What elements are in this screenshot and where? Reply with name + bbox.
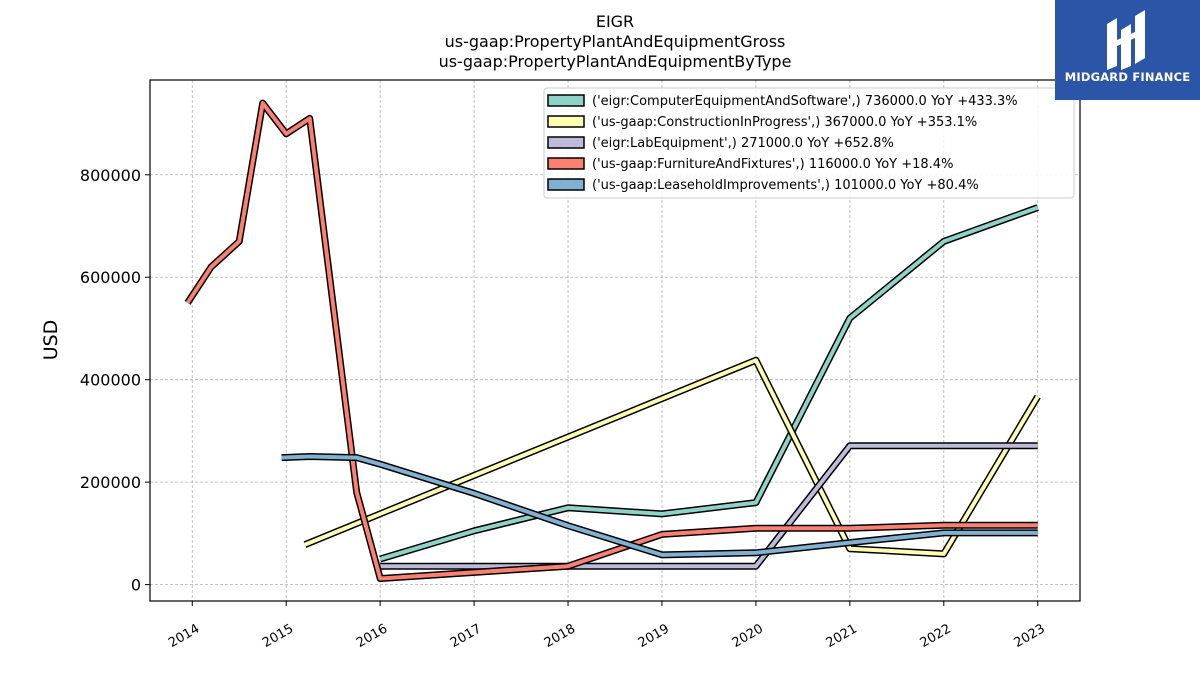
logo-text: MIDGARD FINANCE <box>1064 70 1191 84</box>
plot-frame <box>149 79 1081 602</box>
x-tick-label: 2017 <box>448 621 484 651</box>
legend-label: ('eigr:ComputerEquipmentAndSoftware',) 7… <box>592 94 1018 109</box>
chart-title-line: us-gaap:PropertyPlantAndEquipmentByType <box>439 52 792 71</box>
series-stroke <box>185 101 1038 581</box>
series-stroke <box>304 358 1040 556</box>
series-line-0 <box>379 204 1039 563</box>
x-tick-label: 2016 <box>354 621 390 651</box>
series-line-1 <box>303 356 1041 558</box>
x-axis: 2014 2015 2016 2017 2018 2019 2020 2021 2022 2023 <box>166 601 1048 651</box>
y-tick-label: 800000 <box>80 166 141 185</box>
legend-item: ('us-gaap:LeaseholdImprovements',) 10100… <box>547 178 979 193</box>
series-lines <box>184 99 1041 582</box>
y-tick-label: 200000 <box>80 473 141 492</box>
legend-swatch <box>547 178 585 191</box>
legend-box <box>543 87 1075 199</box>
chart-title-line: EIGR <box>596 12 634 31</box>
x-tick-label: 2019 <box>636 621 672 651</box>
y-axis-label: USD <box>40 320 62 361</box>
legend-item: ('eigr:LabEquipment',) 271000.0 YoY +652… <box>547 136 894 151</box>
legend-swatch <box>547 157 585 170</box>
legend-item: ('eigr:ComputerEquipmentAndSoftware',) 7… <box>547 94 1018 109</box>
y-axis: 0 200000 400000 600000 800000 <box>80 166 150 595</box>
legend-swatch <box>547 136 585 149</box>
series-stroke <box>281 454 1038 557</box>
legend-label: ('us-gaap:ConstructionInProgress',) 3670… <box>592 115 977 130</box>
series-line-3 <box>184 99 1038 582</box>
chart-title: EIGRus-gaap:PropertyPlantAndEquipmentGro… <box>439 12 792 71</box>
legend-swatch <box>547 94 585 107</box>
x-tick-label: 2018 <box>542 621 578 651</box>
legend-label: ('us-gaap:FurnitureAndFixtures',) 116000… <box>592 157 953 172</box>
legend-swatch <box>547 115 585 128</box>
x-tick-label: 2015 <box>260 621 296 651</box>
legend: ('eigr:ComputerEquipmentAndSoftware',) 7… <box>543 87 1075 199</box>
series-stroke <box>379 205 1039 561</box>
x-tick-label: 2022 <box>918 621 954 651</box>
legend-label: ('us-gaap:LeaseholdImprovements',) 10100… <box>592 178 979 193</box>
series-line-4 <box>281 453 1038 559</box>
logo-mark-icon <box>1107 10 1145 70</box>
x-tick-label: 2020 <box>730 621 766 651</box>
x-tick-label: 2021 <box>824 621 860 651</box>
legend-item: ('us-gaap:FurnitureAndFixtures',) 116000… <box>547 157 953 172</box>
chart-title-line: us-gaap:PropertyPlantAndEquipmentGross <box>445 32 786 51</box>
x-tick-label: 2014 <box>166 621 202 651</box>
y-tick-label: 0 <box>131 576 141 595</box>
brand-logo: MIDGARD FINANCE <box>1055 0 1200 100</box>
legend-item: ('us-gaap:ConstructionInProgress',) 3670… <box>547 115 977 130</box>
x-tick-label: 2023 <box>1012 621 1048 651</box>
y-tick-label: 600000 <box>80 268 141 287</box>
legend-label: ('eigr:LabEquipment',) 271000.0 YoY +652… <box>592 136 894 151</box>
y-tick-label: 400000 <box>80 371 141 390</box>
